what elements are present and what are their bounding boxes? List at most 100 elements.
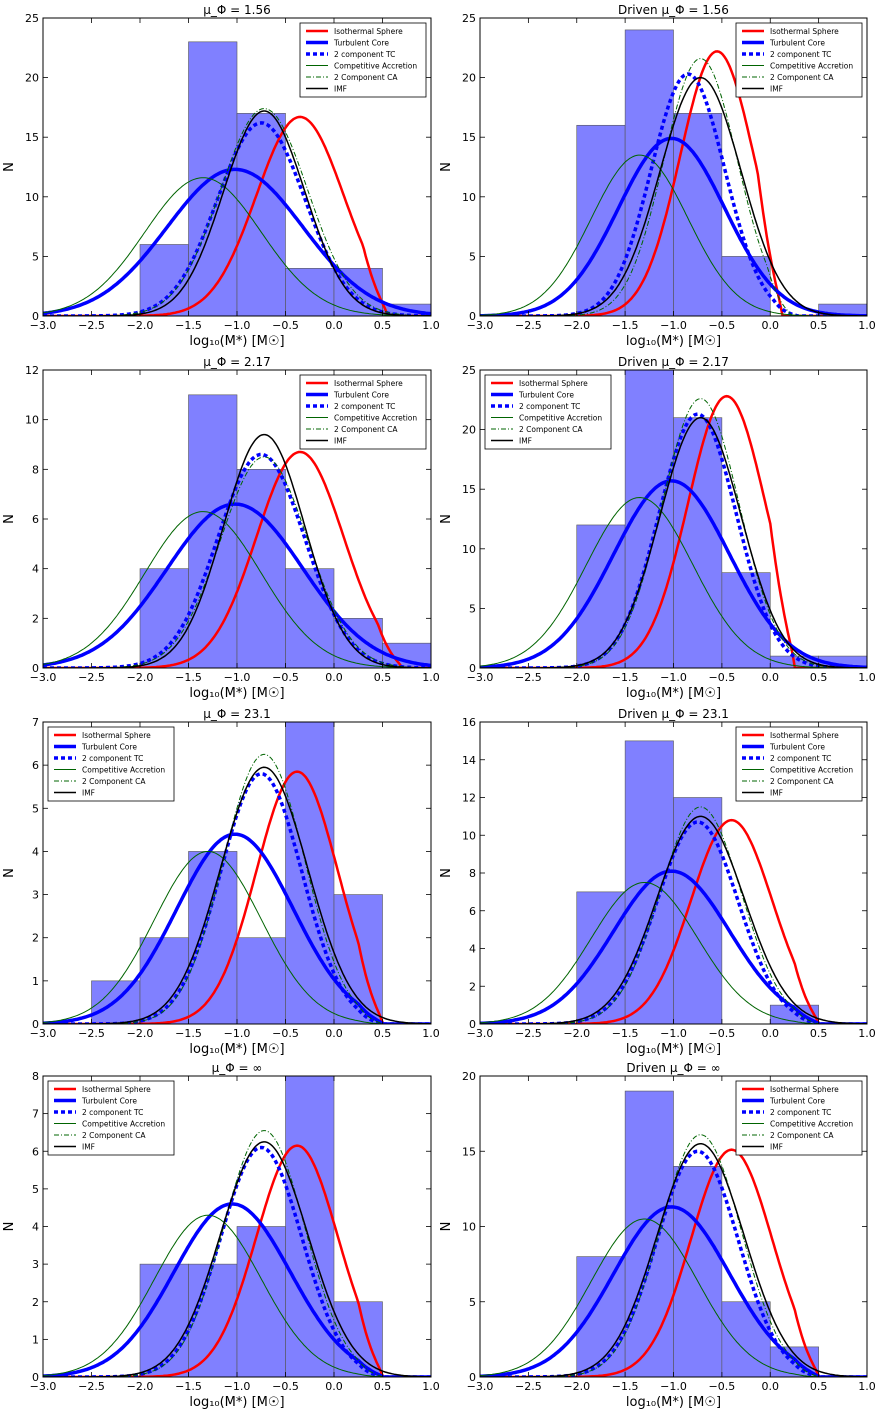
hist-bar: [673, 417, 723, 668]
legend-label: IMF: [334, 437, 347, 446]
curve-turbulent-core: [480, 1205, 867, 1377]
curve-turbulent-core: [43, 167, 431, 316]
legend-label: 2 Component CA: [334, 425, 398, 434]
curve-isothermal-sphere: [43, 450, 431, 668]
histogram: [139, 1076, 383, 1377]
hist-bar: [236, 469, 286, 668]
hist-bar: [139, 568, 189, 668]
x-tick-label: −3.0: [30, 319, 57, 332]
legend-label: Isothermal Sphere: [334, 27, 403, 36]
x-tick-label: −2.0: [563, 671, 590, 684]
curve-turbulent-core: [480, 479, 867, 668]
legend-label: 2 Component CA: [82, 777, 146, 786]
x-tick-label: −2.0: [127, 1027, 154, 1040]
x-axis-label: log₁₀(M*) [M☉]: [189, 686, 284, 701]
x-tick-label: −2.5: [515, 671, 542, 684]
hist-bar: [139, 937, 189, 1024]
x-tick-label: −1.0: [224, 1027, 251, 1040]
hist-bar: [285, 268, 335, 316]
histogram: [139, 394, 431, 668]
y-tick-label: 1: [32, 1333, 39, 1346]
x-tick-label: 1.0: [858, 1380, 876, 1393]
x-tick-label: −2.0: [563, 319, 590, 332]
legend-label: 2 Component CA: [334, 73, 398, 82]
y-tick-label: 15: [462, 483, 476, 496]
panel-5: −3.0 −2.5 −2.0 −1.5 −1.0 −0.5 0.0 0.5 1.0 0 1 2 3 4 5 6…: [2, 707, 440, 1057]
legend-box: [735, 22, 863, 98]
hist-bar: [576, 1256, 626, 1377]
y-axis-label: N: [439, 162, 454, 172]
curve-isothermal-sphere: [480, 1148, 867, 1377]
curve-isothermal-sphere: [43, 115, 431, 316]
legend-label: 2 component TC: [82, 754, 143, 763]
y-tick-label: 10: [462, 543, 476, 556]
legend-label: 2 Component CA: [82, 1131, 146, 1140]
panel-title: Driven μ_Φ = ∞: [626, 1061, 720, 1075]
x-tick-label: −0.5: [709, 1380, 736, 1393]
legend-label: IMF: [519, 437, 532, 446]
x-tick-label: 0.0: [325, 1027, 343, 1040]
x-tick-label: −1.0: [660, 671, 687, 684]
curve-competitive-accretion: [43, 511, 431, 668]
x-axis-label: log₁₀(M*) [M☉]: [189, 1395, 284, 1410]
hist-bar: [576, 891, 626, 1024]
y-tick-label: 5: [469, 1296, 476, 1309]
x-tick-label: −0.5: [272, 1027, 299, 1040]
x-axis-label: log₁₀(M*) [M☉]: [626, 686, 721, 701]
y-tick-label: 5: [32, 1183, 39, 1196]
legend-label: Turbulent Core: [769, 1097, 825, 1106]
y-tick-label: 12: [462, 792, 476, 805]
y-tick-label: 4: [469, 943, 476, 956]
legend-label: Competitive Accretion: [82, 1120, 165, 1129]
panel-1: −3.0 −2.5 −2.0 −1.5 −1.0 −0.5 0.0 0.5 1.0 0 5 10 15 2…: [2, 3, 440, 349]
x-tick-label: 0.5: [374, 671, 392, 684]
histogram: [576, 740, 819, 1024]
x-tick-label: −1.0: [660, 1027, 687, 1040]
legend-label: Competitive Accretion: [770, 766, 853, 775]
legend-label: Turbulent Core: [769, 39, 825, 48]
y-tick-label: 5: [469, 602, 476, 615]
y-tick-label: 5: [32, 250, 39, 263]
panel-title: Driven μ_Φ = 2.17: [618, 355, 729, 369]
x-tick-label: −3.0: [30, 1027, 57, 1040]
y-tick-label: 3: [32, 1258, 39, 1271]
x-tick-label: 0.5: [374, 1380, 392, 1393]
y-axis-label: N: [439, 1222, 454, 1232]
y-tick-label: 14: [462, 754, 476, 767]
y-tick-label: 6: [32, 1145, 39, 1158]
curve-competitive-accretion: [480, 154, 867, 316]
hist-bar: [624, 1090, 674, 1377]
legend-label: 2 component TC: [334, 50, 395, 59]
curve-turbulent-core: [43, 502, 431, 668]
curve-turbulent-core: [43, 1202, 431, 1377]
y-tick-label: 20: [462, 1070, 476, 1083]
x-tick-label: −2.5: [515, 319, 542, 332]
x-tick-label: 0.5: [810, 671, 828, 684]
panel-6: −3.0 −2.5 −2.0 −1.5 −1.0 −0.5 0.0 0.5 1.0 0 2 4 6 8 10…: [439, 707, 876, 1057]
y-axis-label: N: [2, 1222, 17, 1232]
y-tick-label: 8: [469, 867, 476, 880]
x-tick-label: 0.0: [762, 1027, 780, 1040]
hist-bar: [285, 1076, 335, 1377]
legend-label: 2 component TC: [334, 402, 395, 411]
hist-bar: [333, 1301, 383, 1377]
panel-title: Driven μ_Φ = 23.1: [618, 707, 729, 721]
y-tick-label: 8: [32, 1070, 39, 1083]
y-tick-label: 2: [32, 1296, 39, 1309]
hist-bar: [673, 113, 723, 316]
legend-label: IMF: [82, 1143, 95, 1152]
y-tick-label: 20: [462, 424, 476, 437]
histogram: [576, 29, 867, 316]
hist-bar: [624, 29, 674, 316]
legend-label: IMF: [770, 85, 783, 94]
y-tick-label: 4: [32, 1221, 39, 1234]
x-tick-label: −1.0: [224, 671, 251, 684]
legend: Isothermal Sphere Turbulent Core 2 compone…: [735, 726, 863, 802]
curve-competitive-accretion: [480, 496, 867, 668]
legend: Isothermal Sphere Turbulent Core 2 compone…: [47, 1080, 175, 1156]
y-axis-label: N: [2, 514, 17, 524]
x-tick-label: 1.0: [422, 319, 440, 332]
y-tick-label: 15: [462, 131, 476, 144]
y-tick-label: 8: [32, 463, 39, 476]
